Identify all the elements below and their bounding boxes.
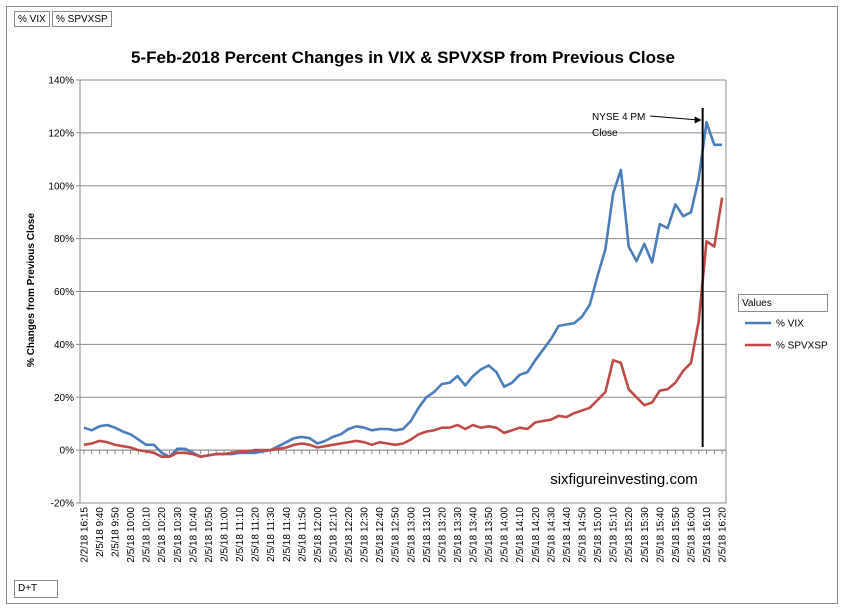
y-axis-ticks: -20% 0% 20% 40% 60% 80% 100% 120% 140% xyxy=(48,76,80,510)
x-tick-label: 2/5/18 12:40 xyxy=(375,507,386,563)
x-tick-label: 2/5/18 13:40 xyxy=(469,507,480,563)
x-tick-label: 2/5/18 9:40 xyxy=(95,507,106,557)
y-tick-label: 60% xyxy=(54,287,74,298)
x-tick-label: 2/5/18 11:10 xyxy=(235,507,246,562)
x-tick-label: 2/5/18 16:10 xyxy=(702,507,713,563)
close-annotation: NYSE 4 PM Close xyxy=(592,108,704,447)
annotation-arrow xyxy=(649,115,699,121)
pivot-field-vix-button[interactable]: % VIX xyxy=(14,11,50,27)
x-tick-label: 2/5/18 10:10 xyxy=(142,507,153,563)
x-tick-label: 2/5/18 15:20 xyxy=(624,507,635,563)
watermark: sixfigureinvesting.com xyxy=(550,471,698,488)
x-tick-label: 2/5/18 11:00 xyxy=(219,507,230,562)
x-tick-label: 2/5/18 14:00 xyxy=(500,507,511,563)
x-tick-label: 2/5/18 10:00 xyxy=(126,507,137,563)
x-tick-label: 2/5/18 16:00 xyxy=(686,507,697,563)
axis-field-dt-button[interactable]: D+T xyxy=(14,580,58,598)
x-tick-label: 2/5/18 12:20 xyxy=(344,507,355,563)
y-tick-label: 120% xyxy=(48,128,74,139)
x-tick-label: 2/5/18 13:30 xyxy=(453,507,464,563)
series-line-spvxsp xyxy=(83,197,724,459)
x-tick-label: 2/5/18 15:10 xyxy=(609,507,620,563)
x-tick-label: 2/5/18 14:40 xyxy=(562,507,573,563)
y-tick-label: 100% xyxy=(48,181,74,192)
x-tick-label: 2/5/18 11:50 xyxy=(297,507,308,562)
x-tick-label: 2/5/18 14:20 xyxy=(531,507,542,563)
x-tick-label: 2/5/18 10:20 xyxy=(157,507,168,563)
x-tick-label: 2/5/18 11:20 xyxy=(251,507,262,562)
y-axis-label: % Changes from Previous Close xyxy=(26,213,37,367)
x-tick-label: 2/2/18 16:15 xyxy=(79,507,90,563)
x-tick-label: 2/5/18 14:50 xyxy=(578,507,589,563)
x-tick-label: 2/5/18 15:00 xyxy=(593,507,604,563)
x-tick-label: 2/5/18 9:50 xyxy=(111,507,122,557)
pivot-field-spvxsp-button[interactable]: % SPVXSP xyxy=(52,11,112,27)
x-tick-label: 2/5/18 10:40 xyxy=(188,507,199,563)
x-tick-label: 2/5/18 13:20 xyxy=(437,507,448,563)
x-tick-label: 2/5/18 14:10 xyxy=(515,507,526,563)
chart-title: 5-Feb-2018 Percent Changes in VIX & SPVX… xyxy=(131,48,675,67)
x-tick-label: 2/5/18 13:00 xyxy=(406,507,417,563)
x-tick-label: 2/5/18 11:40 xyxy=(282,507,293,562)
annotation-arrowhead xyxy=(694,116,702,124)
x-tick-label: 2/5/18 11:30 xyxy=(266,507,277,562)
x-tick-label: 2/5/18 12:00 xyxy=(313,507,324,563)
y-tick-label: 80% xyxy=(54,234,74,245)
x-tick-label: 2/5/18 16:20 xyxy=(718,507,729,563)
y-tick-label: 20% xyxy=(54,393,74,404)
x-tick-label: 2/5/18 10:30 xyxy=(173,507,184,563)
series-line-vix xyxy=(83,121,723,459)
x-tick-label: 2/5/18 15:40 xyxy=(655,507,666,563)
series-lines xyxy=(83,121,724,459)
x-axis-ticks: 2/2/18 16:15 2/5/18 9:40 2/5/18 9:50 2/5/18… xyxy=(79,450,729,563)
x-tick-label: 2/5/18 14:30 xyxy=(546,507,557,563)
gridlines xyxy=(79,79,727,504)
y-tick-label: 140% xyxy=(48,76,74,87)
x-tick-label: 2/5/18 12:10 xyxy=(328,507,339,563)
x-tick-label: 2/5/18 15:50 xyxy=(671,507,682,563)
x-tick-label: 2/5/18 10:50 xyxy=(204,507,215,563)
y-tick-label: -20% xyxy=(51,499,74,510)
y-tick-label: 0% xyxy=(60,446,75,457)
x-tick-label: 2/5/18 13:10 xyxy=(422,507,433,563)
legend-header-button[interactable]: Values xyxy=(738,294,828,312)
x-tick-label: 2/5/18 15:30 xyxy=(640,507,651,563)
y-tick-label: 40% xyxy=(54,340,74,351)
x-tick-label: 2/5/18 12:30 xyxy=(360,507,371,563)
annotation-line2: Close xyxy=(592,128,618,139)
x-tick-label: 2/5/18 12:50 xyxy=(391,507,402,563)
x-tick-label: 2/5/18 13:50 xyxy=(484,507,495,563)
annotation-line1: NYSE 4 PM xyxy=(592,112,645,123)
